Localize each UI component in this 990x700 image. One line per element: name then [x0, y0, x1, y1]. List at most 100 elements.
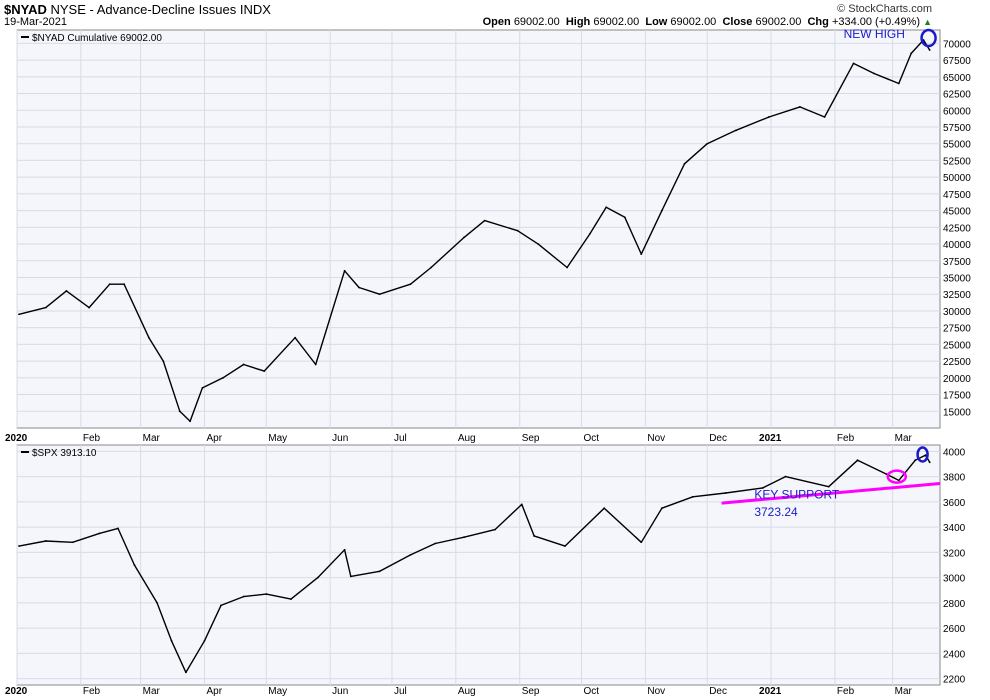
- data-point: [724, 492, 727, 494]
- data-point: [316, 576, 319, 579]
- y-tick-label: 3800: [943, 473, 966, 484]
- data-point: [623, 216, 626, 219]
- x-tick-label: 2021: [759, 686, 782, 697]
- x-tick-label: Nov: [647, 433, 665, 444]
- data-point: [378, 293, 381, 296]
- x-tick-label: Apr: [206, 686, 222, 697]
- data-point: [660, 209, 663, 212]
- x-tick-label: Aug: [458, 433, 476, 444]
- data-point: [873, 72, 875, 75]
- data-point: [220, 604, 222, 607]
- data-point: [537, 243, 540, 245]
- x-tick-label: May: [268, 686, 287, 697]
- y-tick-label: 65000: [943, 73, 971, 84]
- data-point: [409, 553, 412, 556]
- x-tick-label: Feb: [837, 433, 855, 444]
- data-point: [242, 363, 245, 366]
- data-point: [566, 266, 568, 269]
- y-tick-label: 22500: [943, 357, 971, 368]
- data-point: [640, 253, 643, 255]
- data-point: [349, 575, 352, 578]
- data-point: [885, 473, 888, 475]
- data-point: [768, 116, 770, 118]
- data-point: [263, 370, 266, 373]
- key-support-line: [721, 482, 941, 505]
- up-arrow-icon: ▲: [923, 17, 932, 27]
- x-tick-label: May: [268, 433, 287, 444]
- x-tick-label: Aug: [458, 686, 476, 697]
- x-tick-label: 2021: [759, 433, 782, 444]
- data-point: [520, 503, 523, 506]
- y-tick-label: 3200: [943, 548, 966, 559]
- chg-value: +334.00 (+0.49%): [831, 16, 921, 28]
- data-point: [928, 461, 931, 464]
- high-label: High: [565, 16, 591, 28]
- y-tick-label: 62500: [943, 90, 971, 101]
- y-tick-label: 37500: [943, 257, 971, 268]
- data-point: [588, 233, 591, 235]
- y-tick-label: 15000: [943, 407, 971, 418]
- data-point: [735, 129, 737, 132]
- data-point: [823, 116, 826, 118]
- data-point: [827, 485, 830, 488]
- data-point: [603, 507, 606, 510]
- x-tick-label: Dec: [709, 686, 727, 697]
- new-high-label: NEW HIGH: [844, 27, 905, 41]
- data-point: [265, 593, 268, 595]
- y-tick-label: 47500: [943, 190, 971, 201]
- data-point: [178, 410, 181, 413]
- data-point: [463, 236, 465, 239]
- data-point: [605, 206, 608, 209]
- data-point: [660, 507, 663, 510]
- data-point: [856, 459, 859, 462]
- data-point: [98, 532, 101, 535]
- data-point: [494, 528, 496, 531]
- data-point: [516, 229, 519, 232]
- x-tick-label: Jul: [394, 433, 407, 444]
- data-point: [761, 487, 764, 489]
- x-tick-label: Jul: [394, 686, 407, 697]
- data-point: [294, 336, 297, 339]
- y-tick-label: 2600: [943, 624, 966, 635]
- low-value: 69002.00: [670, 16, 717, 28]
- x-tick-label: Oct: [584, 433, 600, 444]
- data-point: [910, 52, 913, 55]
- data-point: [691, 495, 694, 498]
- y-tick-label: 57500: [943, 123, 971, 134]
- chg-label: Chg: [807, 16, 829, 28]
- data-point: [203, 639, 206, 642]
- y-tick-label: 4000: [943, 447, 966, 458]
- open-value: 69002.00: [513, 16, 560, 28]
- data-point: [343, 269, 346, 272]
- data-point: [914, 459, 917, 462]
- x-tick-label: Feb: [837, 686, 855, 697]
- close-value: 69002.00: [755, 16, 802, 28]
- y-tick-label: 60000: [943, 106, 971, 117]
- data-point: [640, 541, 643, 544]
- y-tick-label: 3400: [943, 523, 966, 534]
- data-point: [71, 541, 74, 544]
- x-tick-label: Sep: [522, 433, 540, 444]
- y-tick-label: 50000: [943, 173, 971, 184]
- x-tick-label: Mar: [895, 686, 913, 697]
- close-label: Close: [722, 16, 753, 28]
- x-tick-label: Feb: [83, 686, 101, 697]
- y-tick-label: 2800: [943, 599, 966, 610]
- data-point: [170, 639, 173, 642]
- chart-date: 19-Mar-2021: [4, 16, 67, 28]
- support-touch-circle: [886, 469, 908, 484]
- symbol-text: $NYAD: [4, 2, 47, 17]
- y-tick-label: 2200: [943, 675, 966, 686]
- data-point: [483, 219, 486, 222]
- key-support-label: KEY SUPPORT: [754, 487, 840, 501]
- x-tick-label: Jun: [332, 433, 348, 444]
- x-tick-label: Jun: [332, 686, 348, 697]
- low-label: Low: [645, 16, 668, 28]
- y-tick-label: 30000: [943, 307, 971, 318]
- data-point: [162, 360, 165, 363]
- data-point: [564, 545, 566, 547]
- data-point: [44, 540, 47, 542]
- data-point: [242, 595, 245, 598]
- data-point: [133, 564, 136, 566]
- data-point: [533, 535, 536, 537]
